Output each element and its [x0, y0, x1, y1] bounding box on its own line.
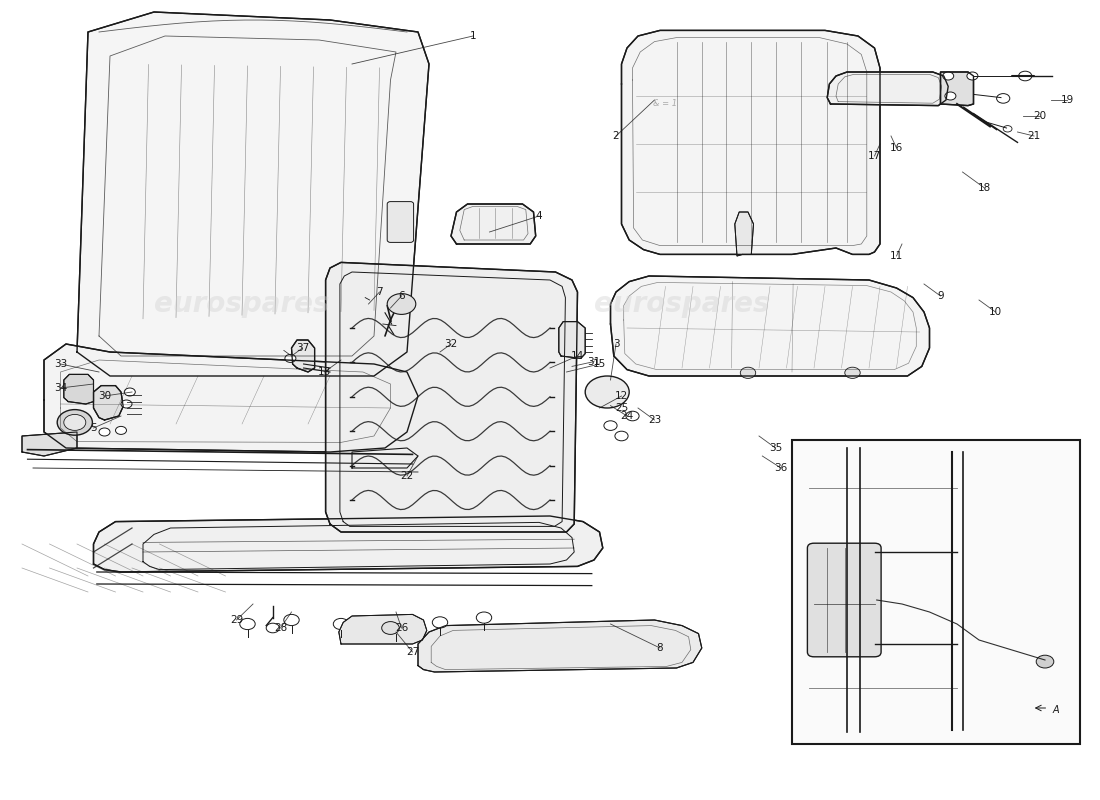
Circle shape [604, 421, 617, 430]
Polygon shape [44, 344, 418, 452]
Text: 32: 32 [444, 339, 458, 349]
Polygon shape [64, 374, 94, 404]
Text: 17: 17 [868, 151, 881, 161]
Circle shape [333, 618, 349, 630]
Text: 11: 11 [890, 251, 903, 261]
Text: 2: 2 [613, 131, 619, 141]
Circle shape [615, 431, 628, 441]
Circle shape [284, 614, 299, 626]
FancyBboxPatch shape [387, 202, 414, 242]
Text: 9: 9 [937, 291, 944, 301]
Circle shape [967, 72, 978, 80]
Polygon shape [735, 212, 754, 256]
Text: 37: 37 [296, 343, 309, 353]
Text: 4: 4 [536, 211, 542, 221]
Circle shape [382, 302, 393, 310]
Text: 13: 13 [318, 367, 331, 377]
Polygon shape [292, 340, 315, 372]
Circle shape [476, 612, 492, 623]
Text: 5: 5 [90, 423, 97, 433]
Text: 20: 20 [1033, 111, 1046, 121]
Circle shape [1003, 126, 1012, 132]
Text: 3: 3 [613, 339, 619, 349]
Text: 19: 19 [1060, 95, 1074, 105]
Text: 14: 14 [571, 351, 584, 361]
Text: 27: 27 [406, 647, 419, 657]
Polygon shape [418, 620, 702, 672]
Text: 30: 30 [98, 391, 111, 401]
Polygon shape [339, 614, 427, 644]
Text: eurospares: eurospares [154, 290, 330, 318]
Circle shape [285, 354, 296, 362]
Polygon shape [77, 12, 429, 376]
Polygon shape [352, 448, 418, 468]
Circle shape [432, 617, 448, 628]
FancyBboxPatch shape [807, 543, 881, 657]
Text: 29: 29 [230, 615, 243, 625]
Text: eurospares: eurospares [594, 290, 770, 318]
Polygon shape [559, 322, 585, 358]
Polygon shape [451, 204, 536, 244]
Circle shape [945, 92, 956, 100]
Text: 24: 24 [620, 411, 634, 421]
Circle shape [592, 381, 623, 403]
Circle shape [64, 414, 86, 430]
Circle shape [997, 94, 1010, 103]
Text: 8: 8 [657, 643, 663, 653]
Text: 28: 28 [274, 623, 287, 633]
Text: 7: 7 [376, 287, 383, 297]
Text: 6: 6 [398, 291, 405, 301]
Text: 36: 36 [774, 463, 788, 473]
Circle shape [57, 410, 92, 435]
Circle shape [266, 623, 279, 633]
Circle shape [388, 622, 404, 634]
Text: 22: 22 [400, 471, 414, 481]
Text: 12: 12 [615, 391, 628, 401]
Circle shape [740, 367, 756, 378]
Polygon shape [940, 72, 974, 106]
Polygon shape [621, 30, 880, 254]
Circle shape [116, 426, 127, 434]
Text: 23: 23 [648, 415, 661, 425]
Circle shape [99, 428, 110, 436]
Polygon shape [22, 432, 77, 456]
Text: 15: 15 [593, 359, 606, 369]
Text: & = 1: & = 1 [653, 99, 678, 109]
Circle shape [626, 411, 639, 421]
Polygon shape [326, 262, 578, 532]
Text: 18: 18 [978, 183, 991, 193]
Circle shape [121, 400, 132, 408]
Circle shape [124, 388, 135, 396]
Circle shape [240, 618, 255, 630]
Polygon shape [94, 386, 123, 420]
Text: A: A [1053, 706, 1059, 715]
Polygon shape [94, 516, 603, 572]
Text: 21: 21 [1027, 131, 1041, 141]
Circle shape [585, 376, 629, 408]
Text: 26: 26 [395, 623, 408, 633]
FancyBboxPatch shape [792, 440, 1080, 744]
Circle shape [382, 622, 399, 634]
Polygon shape [827, 72, 948, 106]
Circle shape [1019, 71, 1032, 81]
Circle shape [387, 294, 416, 314]
Text: 33: 33 [54, 359, 67, 369]
Text: 25: 25 [615, 403, 628, 413]
Text: 1: 1 [470, 31, 476, 41]
Circle shape [943, 72, 954, 80]
Text: 35: 35 [769, 443, 782, 453]
Text: 31: 31 [587, 357, 601, 366]
Circle shape [1036, 655, 1054, 668]
Polygon shape [610, 276, 930, 376]
Text: 10: 10 [989, 307, 1002, 317]
Text: 16: 16 [890, 143, 903, 153]
Circle shape [845, 367, 860, 378]
Text: 34: 34 [54, 383, 67, 393]
